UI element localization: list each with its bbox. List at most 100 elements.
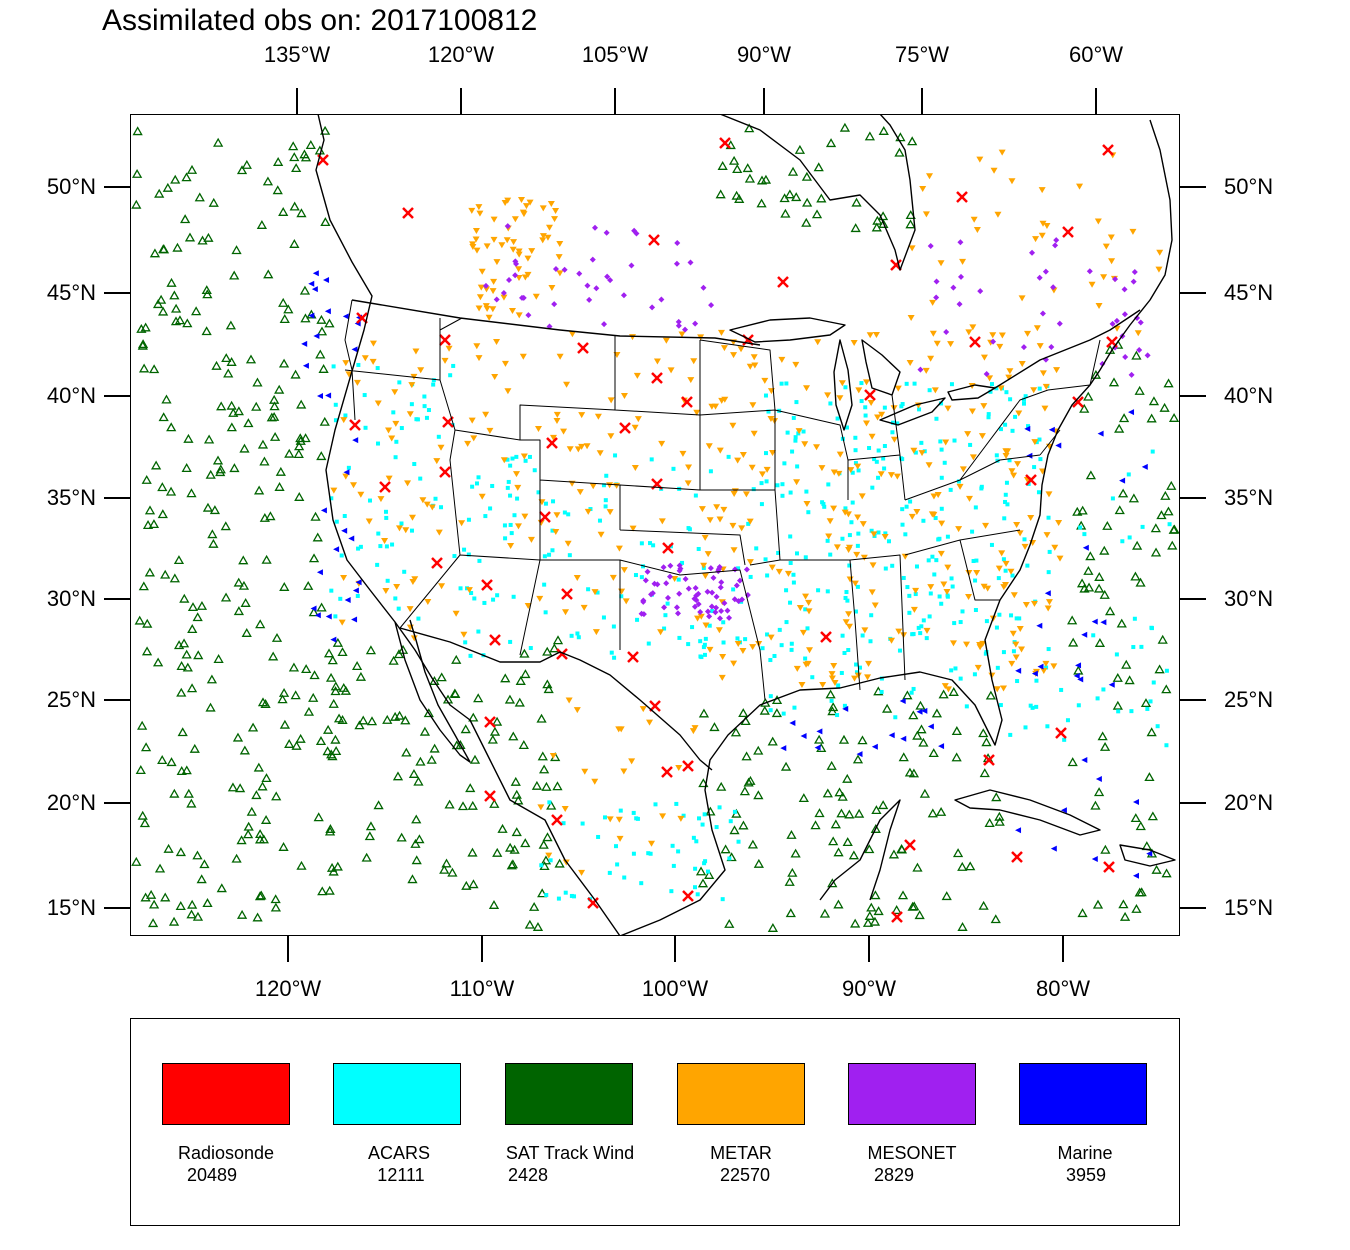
metar-marker <box>562 609 570 616</box>
acars-marker <box>601 483 606 488</box>
metar-marker <box>929 299 937 306</box>
sat-wind-marker <box>393 649 405 659</box>
radiosonde-marker <box>661 766 673 778</box>
metar-marker <box>342 473 350 480</box>
acars-marker <box>1078 525 1083 530</box>
sat-wind-marker <box>1090 369 1102 379</box>
sat-wind-marker <box>233 577 244 587</box>
metar-marker <box>472 236 480 243</box>
sat-wind-marker <box>300 433 311 443</box>
acars-marker <box>596 834 601 839</box>
mesonet-swatch <box>848 1063 976 1125</box>
acars-marker <box>781 711 786 716</box>
metar-marker <box>1076 183 1084 190</box>
sat-wind-marker <box>170 303 182 313</box>
metar-marker <box>734 640 742 647</box>
acars-marker <box>396 606 401 611</box>
acars-marker <box>994 453 999 458</box>
sat-wind-marker <box>888 849 900 859</box>
sat-wind-marker <box>833 899 844 909</box>
acars-marker <box>926 558 931 563</box>
bottom-lon-label: 120°W <box>254 976 322 1001</box>
sat-wind-marker <box>1121 659 1132 669</box>
metar-marker <box>803 385 811 392</box>
sat-wind-marker <box>984 818 995 828</box>
sat-wind-marker <box>511 789 522 799</box>
sat-wind-marker <box>759 705 770 715</box>
metar-marker <box>552 208 560 215</box>
metar-marker <box>536 595 544 602</box>
acars-marker <box>938 439 943 444</box>
metar-marker <box>667 367 675 374</box>
acars-marker <box>780 493 785 498</box>
metar-marker <box>1015 410 1023 417</box>
sat-wind-marker <box>296 399 307 409</box>
sat-wind-marker <box>927 808 938 818</box>
acars-marker <box>850 500 855 505</box>
sat-wind-marker <box>251 401 262 411</box>
marine-marker <box>320 507 327 514</box>
metar-marker <box>1013 521 1021 528</box>
metar-marker <box>793 479 801 486</box>
acars-marker <box>879 689 884 694</box>
acars-marker <box>717 805 722 810</box>
sat-wind-marker <box>802 197 813 207</box>
metar-marker <box>855 387 863 394</box>
sat-wind-marker <box>1160 490 1171 500</box>
metar-marker <box>573 707 581 714</box>
acars-marker <box>855 584 860 589</box>
metar-marker <box>830 663 838 670</box>
metar-marker <box>1033 325 1041 332</box>
sat-wind-marker <box>388 655 399 665</box>
sat-wind-marker <box>414 834 425 844</box>
acars-marker <box>339 553 344 558</box>
metar-marker <box>1008 468 1016 475</box>
sat-wind-marker <box>160 892 171 902</box>
acars-marker <box>1004 390 1009 395</box>
sat-wind-marker <box>728 155 740 165</box>
metar-marker <box>1039 370 1047 377</box>
sat-track-wind-count: 2428 <box>507 1165 549 1185</box>
metar-marker <box>596 450 604 457</box>
metar-marker <box>1031 439 1039 446</box>
sat-wind-marker <box>450 689 461 699</box>
sat-wind-marker <box>814 734 825 744</box>
acars-marker <box>945 534 950 539</box>
metar-marker <box>715 627 723 634</box>
acars-marker <box>956 479 961 484</box>
metar-label: METAR <box>710 1143 772 1163</box>
sat-wind-marker <box>314 145 325 155</box>
sat-wind-marker <box>332 637 343 647</box>
mesonet-marker <box>933 278 940 285</box>
sat-wind-marker <box>1150 547 1162 557</box>
metar-marker <box>365 518 373 525</box>
acars-marker <box>580 821 585 826</box>
acars-marker <box>702 652 707 657</box>
sat-wind-marker <box>991 792 1002 802</box>
acars-marker <box>694 839 699 844</box>
acars-marker <box>803 607 808 612</box>
metar-marker <box>801 441 809 448</box>
acars-marker <box>860 633 865 638</box>
metar-marker <box>408 514 416 521</box>
metar-marker <box>980 403 988 410</box>
acars-marker <box>458 586 463 591</box>
sat-wind-marker <box>467 847 478 857</box>
acars-marker <box>470 484 475 489</box>
acars-marker <box>803 555 808 560</box>
sat-wind-marker <box>236 165 248 175</box>
acars-marker <box>702 861 707 866</box>
acars-marker <box>671 466 676 471</box>
sat-wind-marker <box>465 783 476 793</box>
sat-wind-marker <box>767 923 779 932</box>
metar-marker <box>592 629 600 636</box>
sat-wind-marker <box>787 867 798 877</box>
radiosonde-marker <box>484 790 496 802</box>
metar-marker <box>1008 178 1016 185</box>
sat-wind-marker <box>315 349 326 359</box>
radiosonde-marker <box>577 342 589 354</box>
sat-wind-marker <box>330 734 341 744</box>
acars-marker <box>803 656 808 661</box>
acars-marker <box>612 655 617 660</box>
acars-marker <box>801 429 806 434</box>
